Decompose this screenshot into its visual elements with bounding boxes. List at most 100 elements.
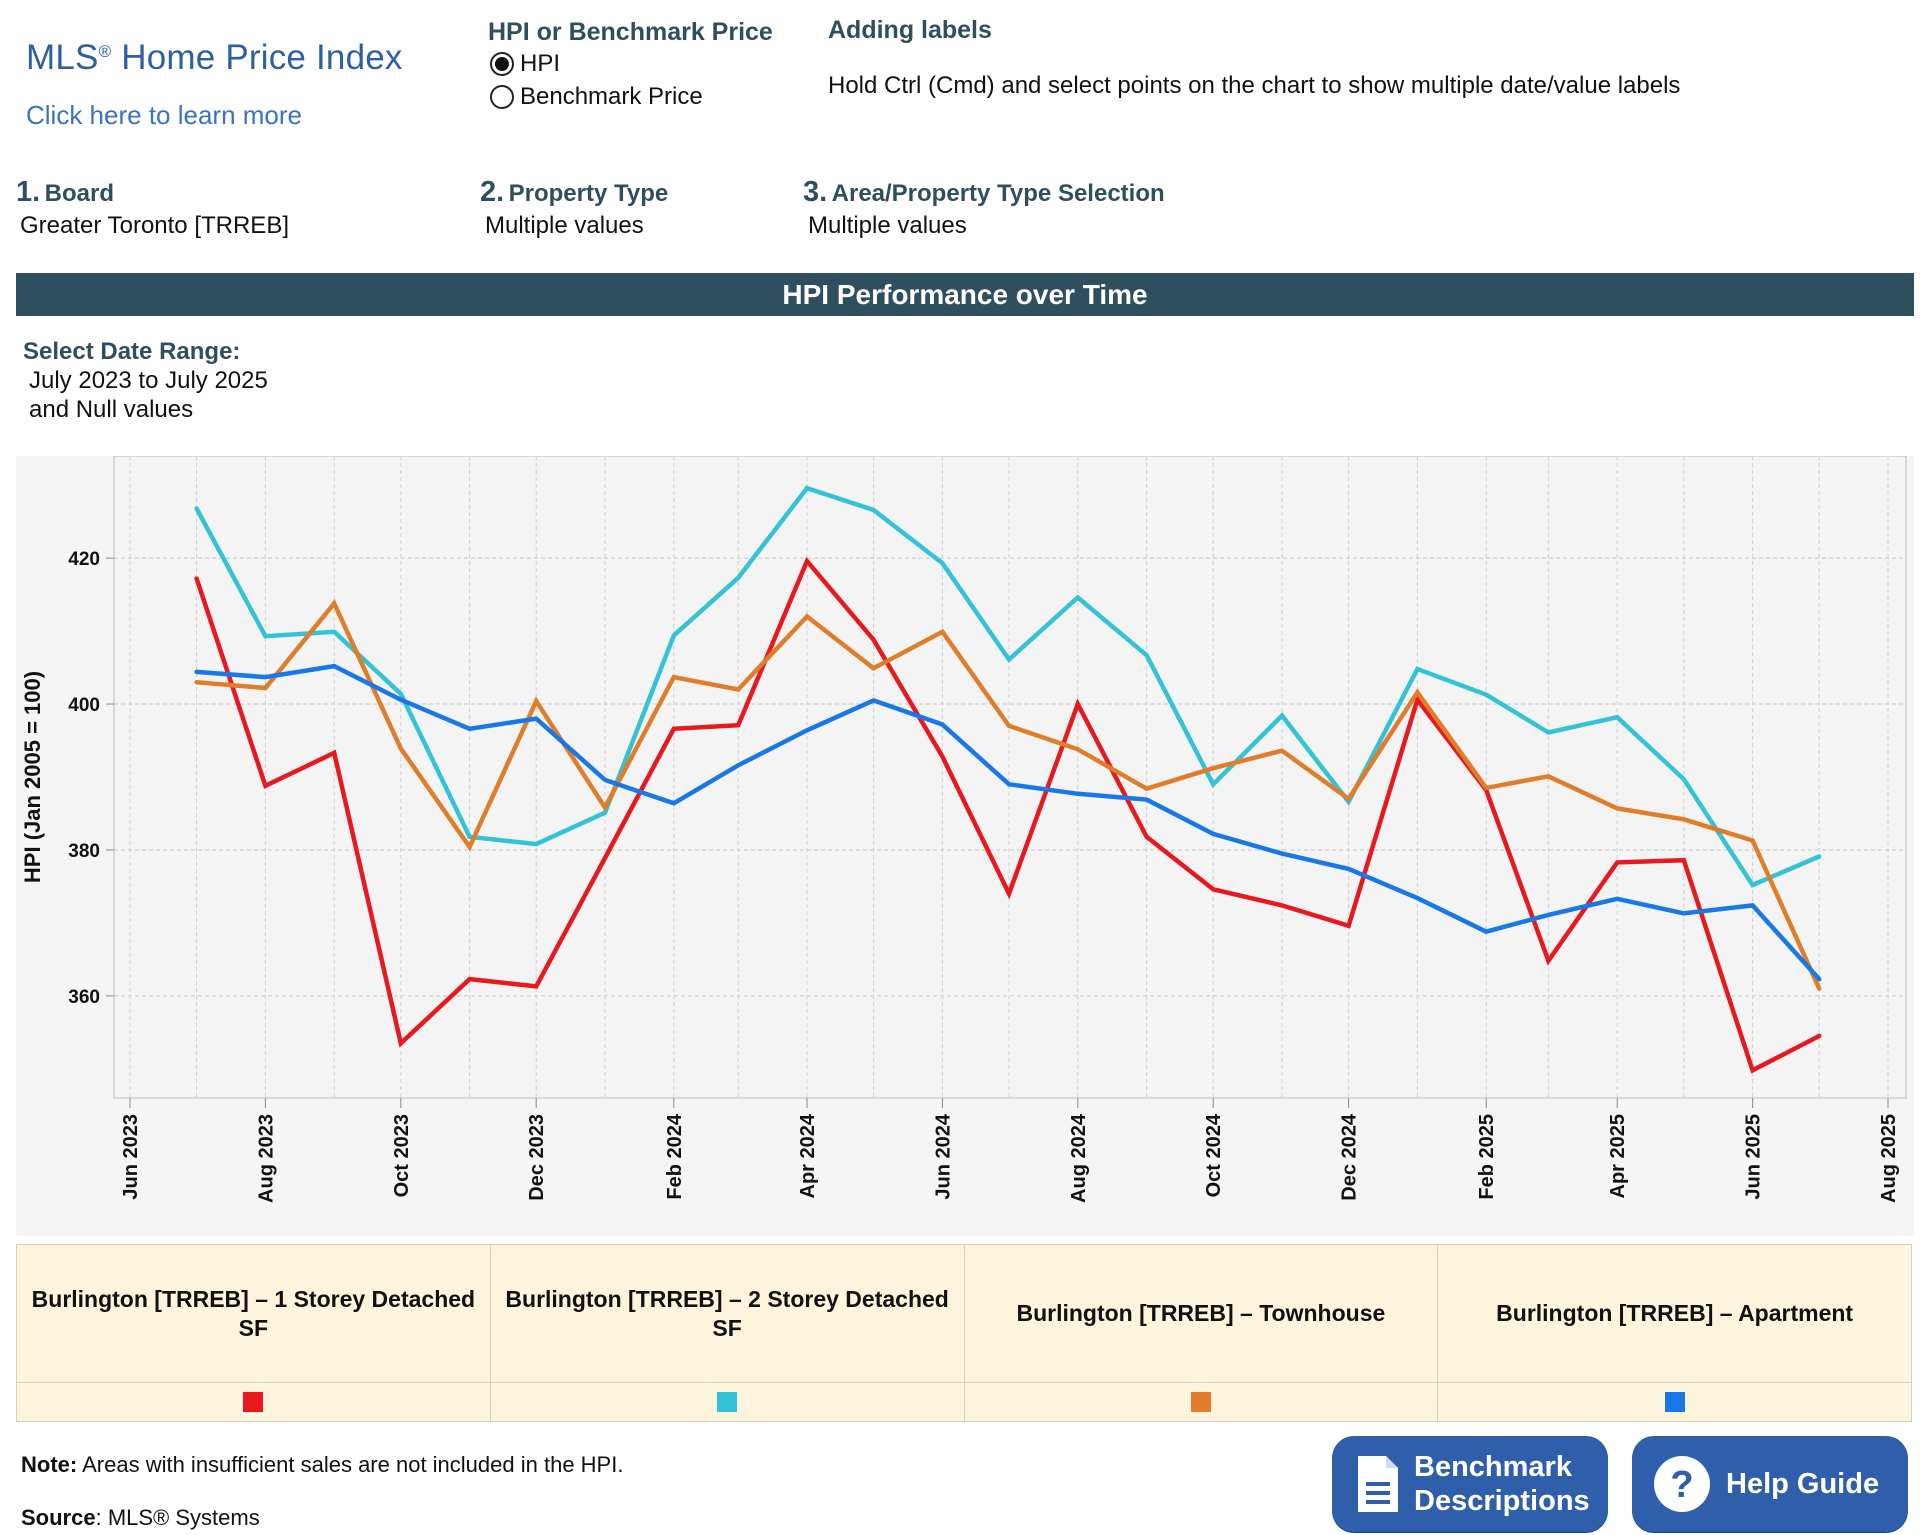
radio-benchmark-circle[interactable] xyxy=(490,85,514,109)
data-point[interactable] xyxy=(1343,920,1355,932)
data-point[interactable] xyxy=(1003,654,1015,666)
data-point[interactable] xyxy=(1072,743,1084,755)
data-point[interactable] xyxy=(191,676,203,688)
data-point[interactable] xyxy=(1747,834,1759,846)
data-point[interactable] xyxy=(1003,778,1015,790)
data-point[interactable] xyxy=(599,802,611,814)
data-point[interactable] xyxy=(1480,926,1492,938)
data-point[interactable] xyxy=(868,662,880,674)
data-point[interactable] xyxy=(801,611,813,623)
data-point[interactable] xyxy=(191,573,203,585)
data-point[interactable] xyxy=(1207,778,1219,790)
data-point[interactable] xyxy=(868,634,880,646)
legend-item-townhouse[interactable]: Burlington [TRREB] – Townhouse xyxy=(964,1245,1439,1421)
radio-hpi-circle[interactable] xyxy=(490,52,514,76)
data-point[interactable] xyxy=(1276,899,1288,911)
data-point[interactable] xyxy=(530,713,542,725)
data-point[interactable] xyxy=(936,557,948,569)
data-point[interactable] xyxy=(1611,802,1623,814)
data-point[interactable] xyxy=(328,597,340,609)
legend-item-apartment[interactable]: Burlington [TRREB] – Apartment xyxy=(1438,1245,1911,1421)
data-point[interactable] xyxy=(1141,783,1153,795)
data-point[interactable] xyxy=(395,1037,407,1049)
series-line-1[interactable] xyxy=(194,556,1822,1074)
data-point[interactable] xyxy=(259,671,271,683)
help-guide-button[interactable]: ? Help Guide xyxy=(1632,1436,1908,1532)
data-point[interactable] xyxy=(1542,955,1554,967)
data-point[interactable] xyxy=(1678,907,1690,919)
data-point[interactable] xyxy=(530,695,542,707)
data-point[interactable] xyxy=(1343,793,1355,805)
filter-board-value[interactable]: Greater Toronto [TRREB] xyxy=(20,212,289,239)
data-point[interactable] xyxy=(868,504,880,516)
data-point[interactable] xyxy=(1003,888,1015,900)
learn-more-link[interactable]: Click here to learn more xyxy=(26,100,302,130)
series-line-4[interactable] xyxy=(194,663,1822,982)
data-point[interactable] xyxy=(1747,899,1759,911)
data-point[interactable] xyxy=(1072,788,1084,800)
data-point[interactable] xyxy=(464,973,476,985)
data-point[interactable] xyxy=(1072,592,1084,604)
data-point[interactable] xyxy=(259,682,271,694)
data-point[interactable] xyxy=(1480,782,1492,794)
data-point[interactable] xyxy=(732,719,744,731)
data-point[interactable] xyxy=(668,723,680,735)
legend-item-2-storey-detached[interactable]: Burlington [TRREB] – 2 Storey Detached S… xyxy=(490,1245,965,1421)
data-point[interactable] xyxy=(1813,973,1825,985)
data-point[interactable] xyxy=(1678,813,1690,825)
data-point[interactable] xyxy=(1141,649,1153,661)
data-point[interactable] xyxy=(668,797,680,809)
data-point[interactable] xyxy=(1611,893,1623,905)
series-line-3[interactable] xyxy=(194,599,1822,991)
data-point[interactable] xyxy=(191,666,203,678)
data-point[interactable] xyxy=(1276,710,1288,722)
data-point[interactable] xyxy=(1207,883,1219,895)
data-point[interactable] xyxy=(801,555,813,567)
data-point[interactable] xyxy=(1411,663,1423,675)
data-point[interactable] xyxy=(1141,794,1153,806)
data-point[interactable] xyxy=(328,660,340,672)
data-point[interactable] xyxy=(801,482,813,494)
data-point[interactable] xyxy=(1542,770,1554,782)
data-point[interactable] xyxy=(1207,828,1219,840)
radio-benchmark-price[interactable]: Benchmark Price xyxy=(490,83,703,111)
data-point[interactable] xyxy=(1003,720,1015,732)
data-point[interactable] xyxy=(868,694,880,706)
radio-hpi[interactable]: HPI xyxy=(490,50,560,78)
data-point[interactable] xyxy=(1813,1030,1825,1042)
data-point[interactable] xyxy=(1611,711,1623,723)
data-point[interactable] xyxy=(1747,879,1759,891)
data-point[interactable] xyxy=(328,626,340,638)
data-point[interactable] xyxy=(599,774,611,786)
data-point[interactable] xyxy=(1411,892,1423,904)
data-point[interactable] xyxy=(1678,773,1690,785)
data-point[interactable] xyxy=(1411,686,1423,698)
data-point[interactable] xyxy=(191,503,203,515)
data-point[interactable] xyxy=(1611,856,1623,868)
data-point[interactable] xyxy=(668,671,680,683)
date-range-value[interactable]: July 2023 to July 2025 xyxy=(29,367,268,394)
data-point[interactable] xyxy=(1276,848,1288,860)
data-point[interactable] xyxy=(732,683,744,695)
legend-item-1-storey-detached[interactable]: Burlington [TRREB] – 1 Storey Detached S… xyxy=(17,1245,491,1421)
data-point[interactable] xyxy=(1276,745,1288,757)
data-point[interactable] xyxy=(801,724,813,736)
data-point[interactable] xyxy=(732,759,744,771)
filter-property-type-value[interactable]: Multiple values xyxy=(485,212,644,239)
data-point[interactable] xyxy=(464,723,476,735)
data-point[interactable] xyxy=(1747,1064,1759,1076)
data-point[interactable] xyxy=(1141,831,1153,843)
data-point[interactable] xyxy=(1542,909,1554,921)
data-point[interactable] xyxy=(668,629,680,641)
data-point[interactable] xyxy=(395,743,407,755)
data-point[interactable] xyxy=(328,747,340,759)
data-point[interactable] xyxy=(1072,698,1084,710)
data-point[interactable] xyxy=(936,718,948,730)
data-point[interactable] xyxy=(936,626,948,638)
data-point[interactable] xyxy=(259,630,271,642)
data-point[interactable] xyxy=(1542,726,1554,738)
benchmark-descriptions-button[interactable]: Benchmark Descriptions xyxy=(1332,1436,1608,1532)
data-point[interactable] xyxy=(1480,689,1492,701)
data-point[interactable] xyxy=(1678,854,1690,866)
data-point[interactable] xyxy=(732,572,744,584)
